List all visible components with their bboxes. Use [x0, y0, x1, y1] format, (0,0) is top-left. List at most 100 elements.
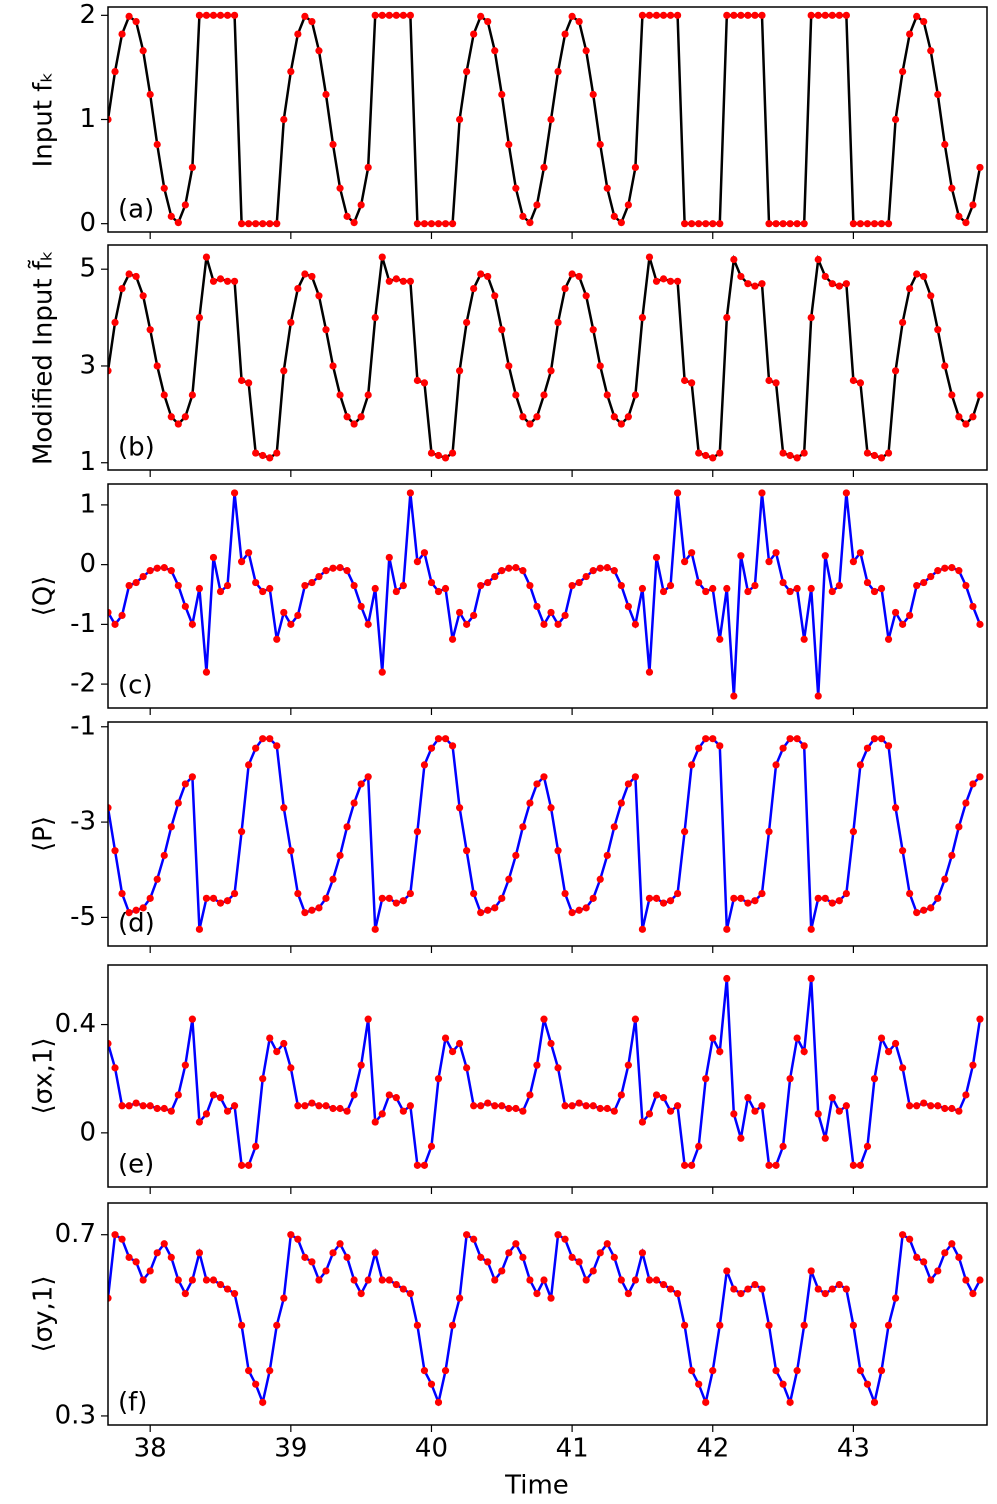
data-point: [273, 742, 281, 750]
data-point: [709, 1367, 717, 1375]
data-point: [498, 326, 506, 334]
y-axis-label: ⟨P⟩: [29, 816, 59, 852]
data-point: [456, 1294, 464, 1302]
data-point: [245, 1161, 253, 1169]
data-point: [463, 620, 471, 628]
data-point: [814, 11, 822, 19]
data-point: [146, 326, 154, 334]
data-point: [828, 1285, 836, 1293]
data-point: [673, 11, 682, 19]
data-point: [280, 1294, 288, 1302]
y-tick-label: 0.4: [55, 1009, 96, 1039]
data-point: [730, 255, 738, 264]
data-point: [181, 602, 189, 611]
data-point: [891, 804, 900, 812]
data-point: [371, 11, 379, 19]
data-point: [758, 1285, 766, 1293]
data-point: [491, 1276, 499, 1284]
data-point: [610, 1107, 618, 1115]
data-point: [877, 1034, 886, 1042]
data-point: [891, 1294, 900, 1302]
data-point: [948, 851, 956, 860]
data-point: [737, 552, 745, 560]
data-point: [378, 1276, 386, 1284]
data-point: [652, 11, 661, 19]
data-point: [800, 1321, 808, 1329]
data-point: [392, 587, 400, 596]
data-point: [463, 318, 471, 327]
data-point: [589, 1267, 597, 1275]
data-point: [821, 1134, 829, 1142]
data-point: [899, 1064, 907, 1072]
data-point: [673, 277, 682, 285]
data-point: [716, 449, 724, 457]
data-point: [582, 292, 590, 300]
data-point: [645, 253, 654, 261]
data-point: [891, 1039, 900, 1048]
data-point: [470, 30, 478, 38]
data-point: [533, 602, 541, 611]
data-point: [413, 1321, 422, 1329]
data-point: [505, 140, 513, 149]
data-point: [540, 773, 548, 781]
y-tick-label: 0: [79, 208, 96, 238]
data-point: [666, 277, 675, 285]
data-point: [842, 11, 850, 19]
data-point: [413, 220, 422, 228]
data-point: [962, 1276, 970, 1284]
data-point: [280, 1039, 288, 1048]
data-point: [195, 313, 204, 322]
panel-label: (b): [118, 433, 155, 463]
data-point: [329, 1249, 337, 1257]
data-point: [681, 376, 689, 385]
data-point: [491, 47, 499, 55]
data-point: [554, 1231, 562, 1239]
data-point: [195, 584, 204, 593]
data-point: [659, 275, 668, 283]
data-point: [681, 558, 689, 566]
data-point: [765, 220, 773, 228]
data-point: [617, 1276, 625, 1284]
data-point: [301, 909, 309, 917]
data-point: [308, 1099, 316, 1107]
data-point: [751, 581, 759, 590]
data-point: [927, 1276, 935, 1284]
data-point: [202, 1110, 211, 1118]
data-point: [927, 904, 935, 912]
data-point: [884, 220, 893, 228]
data-point: [153, 875, 161, 883]
data-point: [420, 220, 429, 228]
data-point: [744, 587, 752, 596]
data-point: [666, 1107, 675, 1115]
data-point: [800, 449, 808, 457]
data-point: [301, 1253, 309, 1261]
data-point: [399, 581, 407, 590]
data-point: [575, 906, 583, 914]
data-point: [568, 270, 576, 278]
data-point: [301, 581, 309, 590]
panel-label: (d): [118, 909, 155, 939]
data-point: [357, 201, 365, 209]
data-point: [505, 564, 513, 572]
data-point: [969, 1290, 977, 1298]
data-point: [934, 1267, 942, 1275]
data-point: [688, 379, 696, 387]
data-point: [146, 567, 154, 575]
data-point: [730, 1110, 738, 1118]
data-point: [751, 1107, 759, 1115]
data-point: [139, 904, 147, 912]
data-point: [906, 889, 914, 898]
x-tick-label: 38: [134, 1434, 167, 1464]
data-point: [132, 1258, 140, 1266]
data-point: [322, 567, 330, 575]
data-point: [315, 292, 323, 300]
data-point: [962, 581, 970, 590]
data-point: [589, 90, 597, 99]
data-point: [617, 581, 625, 590]
data-point: [188, 620, 196, 628]
data-point: [385, 1276, 393, 1284]
data-point: [315, 1276, 323, 1284]
data-point: [589, 894, 597, 902]
data-point: [877, 735, 886, 743]
